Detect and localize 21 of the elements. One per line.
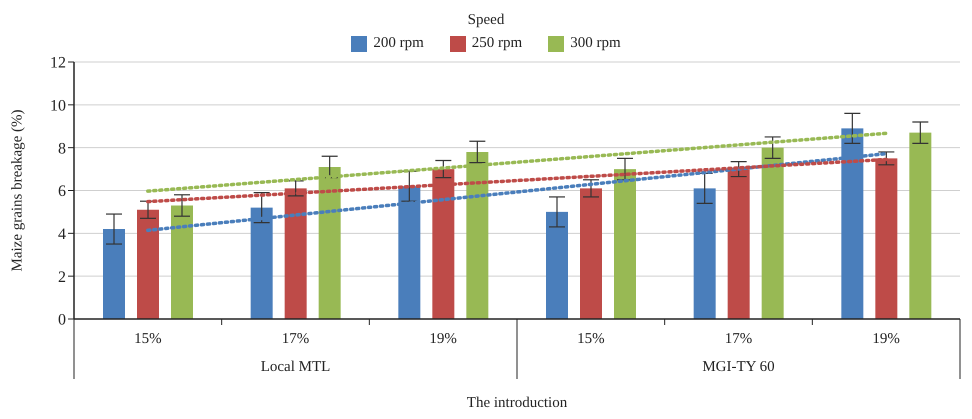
legend-label: 200 rpm	[372, 35, 424, 52]
x-axis-title: The introduction	[466, 395, 568, 411]
x-tick-label: 15%	[577, 331, 605, 347]
x-tick-label: 19%	[429, 331, 457, 347]
y-tick-label: 10	[50, 98, 66, 115]
legend-title: Speed	[466, 12, 506, 29]
x-tick-label: 17%	[282, 331, 310, 347]
legend-label: 300 rpm	[569, 35, 621, 52]
text: MGI-TY 60	[702, 359, 775, 375]
legend-label: 250 rpm	[470, 35, 522, 52]
text: Local MTL	[260, 359, 330, 375]
x-tick-label: 17%	[724, 331, 752, 347]
x-tick-label: 19%	[872, 331, 900, 347]
y-tick-label: 0	[58, 312, 66, 329]
y-tick-label: 6	[58, 183, 66, 200]
y-tick-label: 2	[58, 268, 66, 286]
y-axis-title: Maize grains breakage (%)	[9, 110, 26, 272]
x-tick-label: 15%	[134, 331, 162, 347]
y-tick-label: 12	[50, 54, 66, 72]
y-tick-label: 4	[58, 226, 66, 244]
y-tick-label: 8	[58, 140, 66, 158]
